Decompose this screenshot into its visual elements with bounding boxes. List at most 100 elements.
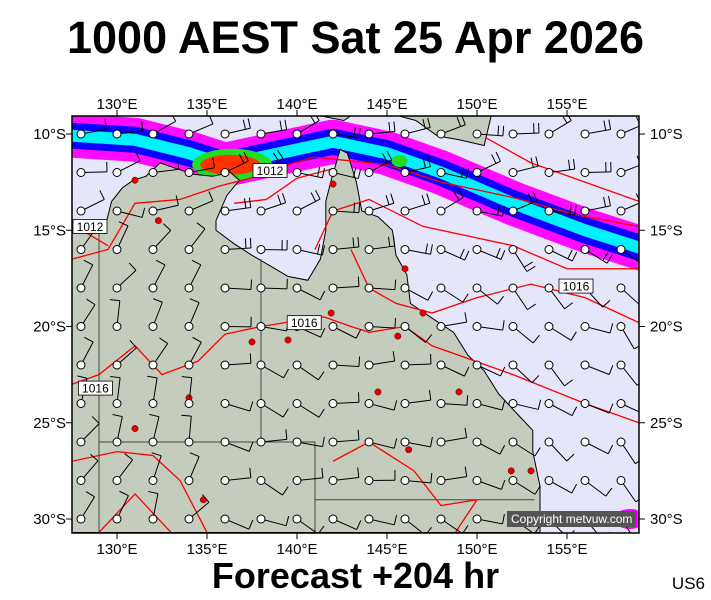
station-circle: [580, 245, 590, 254]
city-marker: [507, 467, 515, 475]
station-circle: [220, 322, 230, 331]
station-circle: [220, 476, 230, 485]
isobar-label-text: 1016: [563, 280, 590, 294]
station-circle: [76, 283, 86, 293]
station-circle: [436, 283, 446, 293]
wind-barb-feather: [393, 438, 398, 449]
wind-barb-feather: [358, 202, 361, 213]
map-frame: [71, 115, 640, 534]
wind-barb-feather: [571, 484, 578, 494]
station-circle: [508, 245, 518, 254]
wind-barb-feather: [135, 151, 141, 161]
wind-barb-feather: [566, 453, 575, 462]
isobar-label-box: [78, 380, 113, 396]
rain-band: [72, 129, 639, 254]
wind-barb-feather: [104, 119, 108, 130]
wind-barb-feather: [609, 323, 614, 334]
wind-barb-feather: [208, 191, 214, 201]
wind-barb-feather: [282, 486, 289, 496]
city-marker: [199, 496, 207, 504]
station-circle: [292, 283, 302, 293]
station-circle: [616, 399, 626, 408]
station-circle: [400, 476, 410, 485]
station-circle: [76, 360, 86, 370]
station-circle: [544, 399, 554, 408]
wind-barb-feather: [285, 429, 288, 440]
wind-barb-feather: [502, 206, 505, 217]
city-marker: [527, 467, 535, 475]
wind-barb-feather: [238, 154, 245, 164]
wind-barb-feather: [124, 453, 133, 461]
wind-barb-feather: [640, 298, 647, 305]
station-circle: [148, 476, 158, 485]
station-circle: [472, 437, 482, 447]
station-circle: [580, 206, 590, 216]
station-circle: [400, 245, 410, 254]
station-circle: [148, 399, 158, 408]
wind-barb-feather: [285, 515, 290, 526]
wind-barb-feather: [387, 236, 391, 247]
wind-barb-feather: [141, 120, 144, 131]
wind-barb-feather: [390, 193, 395, 204]
wind-barb-feather: [394, 279, 397, 290]
wind-barb-feather: [603, 120, 607, 131]
station-circle: [580, 168, 590, 177]
wind-barb-feather: [322, 436, 325, 447]
wind-barb-feather: [569, 204, 572, 215]
wind-barb-feather: [602, 251, 609, 261]
wind-barb-feather: [464, 466, 468, 477]
wind-barb-feather: [392, 351, 396, 362]
wind-barb-feather: [500, 366, 506, 377]
wind-barb-feather: [196, 222, 206, 230]
wind-barb-feather: [249, 238, 252, 249]
station-circle: [184, 437, 194, 447]
wind-barb-feather: [497, 125, 500, 136]
wind-barb-feather: [427, 117, 431, 128]
isobar-line: [98, 493, 172, 533]
station-circle: [472, 476, 482, 485]
wind-barb-feather: [83, 259, 94, 266]
station-circle: [184, 322, 194, 331]
wind-barb-feather: [317, 166, 321, 177]
wind-barb-feather: [250, 279, 253, 290]
station-circle: [292, 206, 302, 216]
wind-barb-feather: [537, 399, 542, 410]
isobar-label-text: 1016: [82, 382, 109, 396]
wind-barb-feather: [277, 194, 282, 205]
city-marker: [131, 176, 139, 184]
station-circle: [400, 129, 410, 139]
wind-barb-feather: [85, 491, 95, 498]
wind-barb-feather: [86, 298, 96, 306]
station-circle: [328, 514, 338, 524]
wind-barb-feather: [128, 262, 137, 271]
wind-barb-feather: [321, 167, 325, 178]
station-circle: [580, 322, 590, 331]
wind-barb-feather: [642, 154, 646, 163]
wind-barb-feather: [465, 168, 470, 179]
station-circle: [292, 168, 302, 177]
wind-barb-feather: [635, 460, 639, 465]
station-circle: [616, 360, 626, 370]
wind-barb-feather: [358, 128, 361, 139]
station-circle: [112, 437, 122, 447]
wind-barb-feather: [247, 118, 251, 129]
wind-barb-feather: [462, 293, 469, 303]
isobar-line: [72, 156, 639, 260]
wind-barb-feather: [421, 194, 426, 205]
station-circle: [256, 360, 266, 370]
station-circle: [400, 437, 410, 447]
wind-barb-feather: [523, 261, 533, 268]
wind-barb-feather: [574, 205, 577, 216]
wind-barb-feather: [175, 195, 179, 206]
isobar-label: 1016: [78, 380, 113, 396]
station-circle: [76, 437, 86, 447]
wind-barb-feather: [272, 152, 280, 162]
wind-barb-feather: [526, 265, 536, 272]
wind-barb-feather: [501, 400, 506, 411]
wind-barb-feather: [118, 221, 129, 227]
wind-barb-feather: [358, 356, 361, 367]
wind-barb-feather: [466, 395, 469, 406]
station-circle: [364, 437, 374, 447]
wind-barb-feather: [457, 188, 464, 198]
wind-barb-feather: [464, 250, 470, 261]
